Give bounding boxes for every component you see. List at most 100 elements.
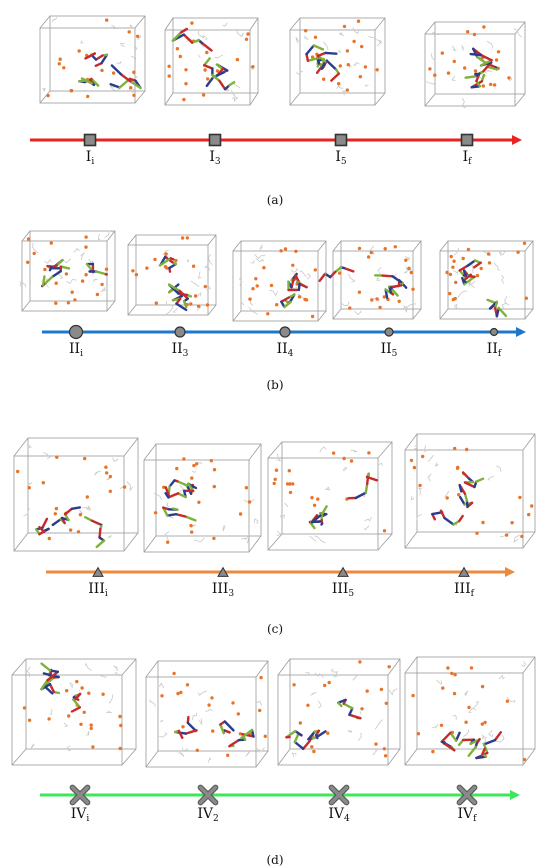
solvent-molecule (73, 248, 80, 253)
cube-edge (439, 240, 449, 252)
polymer-chain-segment (482, 738, 497, 746)
polymer-chain-segment (175, 302, 188, 312)
solvent-molecule (481, 734, 485, 740)
ion-particle (304, 29, 308, 33)
cube-edge (39, 15, 51, 29)
stage-marker-circle (68, 324, 84, 340)
ion-particle (77, 49, 81, 53)
cube-back-face (289, 658, 401, 750)
ion-particle (263, 734, 267, 738)
ion-particle (32, 251, 36, 256)
solvent-molecule (299, 270, 307, 278)
ion-particle (275, 303, 279, 307)
solvent-molecule (374, 719, 384, 730)
panel-b: IIi II3 II4 II5 IIf (b) (0, 215, 550, 425)
ion-particle (486, 252, 491, 256)
cube-edge (277, 748, 291, 766)
solvent-molecule (377, 462, 383, 467)
ion-particle (197, 500, 201, 504)
ion-particle (383, 247, 387, 251)
ion-particle (89, 723, 93, 727)
ion-particle (358, 660, 362, 664)
ion-particle (466, 247, 471, 252)
ion-particle (203, 284, 207, 289)
stage-marker-circle (279, 326, 291, 338)
ion-particle (297, 295, 302, 299)
solvent-molecule (245, 750, 251, 757)
ion-particle (457, 493, 461, 497)
polymer-chain-segment (458, 264, 469, 272)
stage-label: IV2 (197, 806, 219, 824)
solvent-molecule (162, 249, 169, 256)
solvent-molecule (340, 301, 350, 307)
cube-edge (127, 304, 137, 316)
polymer-chain-segment (215, 63, 224, 71)
polymer-chain-segment (486, 65, 498, 71)
polymer-chain-segment (293, 732, 300, 744)
polymer-chain-segment (202, 64, 214, 70)
solvent-molecule (107, 534, 112, 538)
polymer-chain-segment (324, 51, 338, 55)
ion-particle (262, 266, 266, 270)
stage-marker-triangle (92, 566, 104, 577)
ion-particle (453, 673, 457, 677)
polymer-chain-segment (59, 265, 71, 270)
cube-edge (249, 92, 259, 106)
solvent-molecule (234, 81, 241, 89)
polymer-chain-segment (43, 275, 54, 286)
ion-particle (452, 691, 457, 696)
ion-particle (480, 722, 484, 726)
solvent-molecule (427, 454, 434, 463)
polymer-chain-segment (98, 527, 102, 539)
solvent-molecule (314, 672, 324, 678)
ion-particle (409, 270, 413, 275)
simulation-cube (143, 443, 262, 553)
simulation-cube (232, 240, 327, 322)
polymer-chain-segment (454, 731, 461, 742)
cube-edge (439, 308, 449, 320)
polymer-chain-segment (164, 491, 170, 499)
solvent-molecule (222, 22, 228, 27)
solvent-molecule (362, 493, 366, 498)
solvent-molecule (463, 690, 469, 696)
cube-edge (248, 443, 262, 461)
solvent-molecule (194, 537, 205, 542)
ion-particle (153, 511, 158, 515)
ion-particle (247, 500, 252, 504)
polymer-chain-segment (469, 52, 482, 57)
solvent-molecule (493, 262, 501, 271)
polymer-chain-segment (215, 71, 226, 77)
ion-particle (212, 536, 216, 541)
ion-particle (105, 471, 109, 475)
cube-back-face (155, 443, 262, 537)
ion-particle (480, 684, 485, 689)
solvent-molecule (416, 513, 422, 520)
ion-particle (453, 296, 457, 301)
polymer-chain-segment (48, 669, 59, 673)
ion-particle (26, 260, 30, 264)
ion-particle (310, 314, 315, 319)
solvent-molecule (452, 715, 457, 720)
cube-edge (164, 92, 174, 106)
stage-label: IIIi (88, 581, 108, 599)
solvent-molecule (347, 730, 353, 733)
solvent-molecule (153, 493, 162, 500)
solvent-molecule (254, 253, 266, 259)
solvent-molecule (451, 75, 456, 81)
ion-particle (182, 97, 186, 102)
polymer-chain-segment (337, 701, 343, 708)
ion-particle (294, 249, 298, 253)
solvent-molecule (377, 266, 382, 276)
solvent-molecule (207, 757, 212, 763)
cube-edge (514, 93, 526, 107)
cube-front-face (267, 457, 379, 551)
ion-particle (393, 245, 397, 249)
solvent-molecule (434, 462, 439, 467)
ion-particle (205, 303, 210, 307)
ion-particle (95, 292, 100, 297)
x-stroke (329, 785, 349, 805)
ion-particle (273, 477, 277, 481)
polymer-chain-segment (283, 300, 292, 309)
cube-edge (121, 748, 137, 766)
ion-particle (418, 483, 422, 488)
